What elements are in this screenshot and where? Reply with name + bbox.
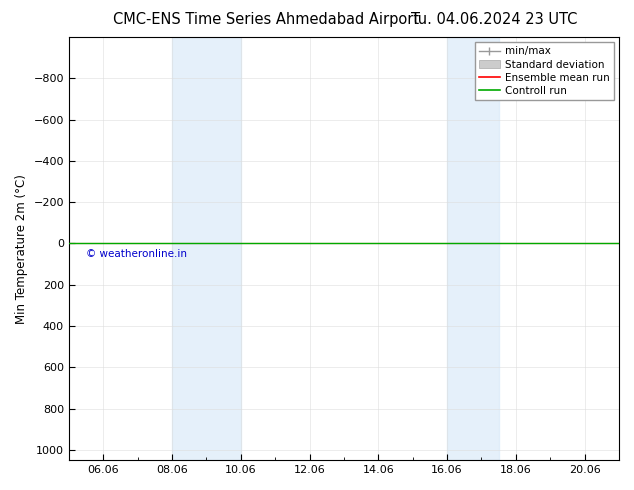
Text: CMC-ENS Time Series Ahmedabad Airport: CMC-ENS Time Series Ahmedabad Airport [113,12,419,27]
Text: © weatheronline.in: © weatheronline.in [86,248,187,259]
Bar [447,37,499,460]
Legend: min/max, Standard deviation, Ensemble mean run, Controll run: min/max, Standard deviation, Ensemble me… [475,42,614,100]
Bar [172,37,241,460]
Y-axis label: Min Temperature 2m (°C): Min Temperature 2m (°C) [15,173,28,323]
Text: Tu. 04.06.2024 23 UTC: Tu. 04.06.2024 23 UTC [411,12,578,27]
